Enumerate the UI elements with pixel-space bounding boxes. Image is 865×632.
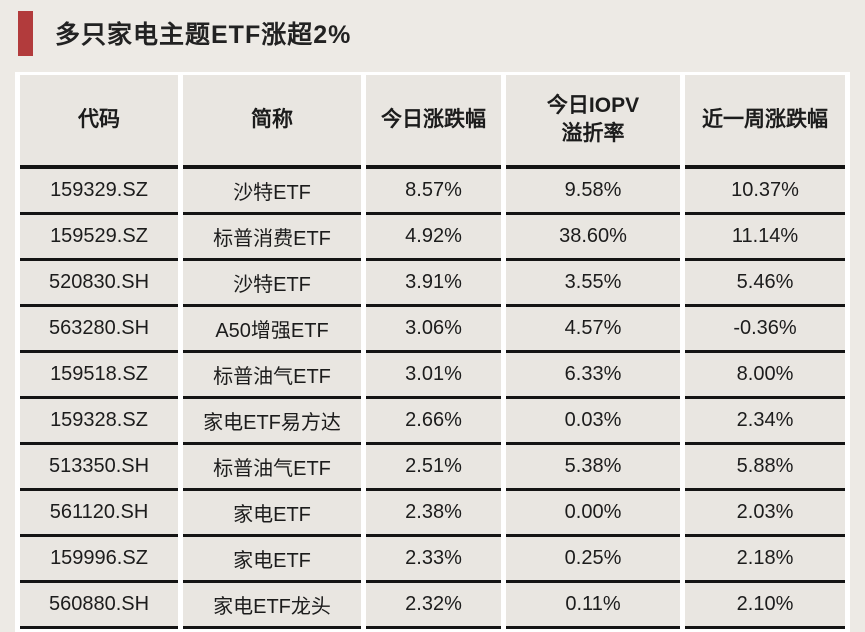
cell-name: 家电ETF易方达 — [183, 399, 361, 445]
cell-name: 家电ETF龙头 — [183, 583, 361, 629]
cell-iopv-premium: 5.38% — [506, 445, 680, 491]
cell-week-change: 11.14% — [685, 215, 845, 261]
cell-week-change: 2.03% — [685, 491, 845, 537]
cell-code: 513350.SH — [20, 445, 178, 491]
cell-week-change: -0.36% — [685, 307, 845, 353]
cell-code: 561120.SH — [20, 491, 178, 537]
column-header-iopv-premium: 今日IOPV 溢折率 — [506, 75, 680, 169]
table-row: 159328.SZ 家电ETF易方达 2.66% 0.03% 2.34% — [20, 399, 845, 445]
cell-today-change: 3.91% — [366, 261, 501, 307]
cell-today-change: 4.92% — [366, 215, 501, 261]
cell-today-change: 8.57% — [366, 169, 501, 215]
cell-iopv-premium: 4.57% — [506, 307, 680, 353]
cell-name: 标普消费ETF — [183, 215, 361, 261]
table-row: 561120.SH 家电ETF 2.38% 0.00% 2.03% — [20, 491, 845, 537]
cell-iopv-premium: 9.58% — [506, 169, 680, 215]
page-header: 多只家电主题ETF涨超2% — [0, 0, 865, 57]
cell-name: 标普油气ETF — [183, 445, 361, 491]
table-row: 159518.SZ 标普油气ETF 3.01% 6.33% 8.00% — [20, 353, 845, 399]
cell-name: 沙特ETF — [183, 261, 361, 307]
cell-week-change: 5.88% — [685, 445, 845, 491]
table-row: 563280.SH A50增强ETF 3.06% 4.57% -0.36% — [20, 307, 845, 353]
cell-today-change: 3.06% — [366, 307, 501, 353]
cell-name: 家电ETF — [183, 537, 361, 583]
title-accent-bar — [18, 10, 33, 56]
column-header-code: 代码 — [20, 75, 178, 169]
table-row: 159996.SZ 家电ETF 2.33% 0.25% 2.18% — [20, 537, 845, 583]
cell-name: A50增强ETF — [183, 307, 361, 353]
etf-table: 代码 简称 今日涨跌幅 今日IOPV 溢折率 近一周涨跌幅 159329.SZ 沙… — [15, 75, 850, 629]
cell-today-change: 3.01% — [366, 353, 501, 399]
cell-code: 563280.SH — [20, 307, 178, 353]
table-header-row: 代码 简称 今日涨跌幅 今日IOPV 溢折率 近一周涨跌幅 — [20, 75, 845, 169]
column-header-today-change: 今日涨跌幅 — [366, 75, 501, 169]
cell-today-change: 2.66% — [366, 399, 501, 445]
page-title: 多只家电主题ETF涨超2% — [55, 21, 352, 49]
cell-iopv-premium: 3.55% — [506, 261, 680, 307]
cell-today-change: 2.51% — [366, 445, 501, 491]
cell-code: 159329.SZ — [20, 169, 178, 215]
etf-table-panel: 代码 简称 今日涨跌幅 今日IOPV 溢折率 近一周涨跌幅 159329.SZ 沙… — [15, 72, 850, 632]
column-header-week-change: 近一周涨跌幅 — [685, 75, 845, 169]
cell-name: 沙特ETF — [183, 169, 361, 215]
cell-code: 560880.SH — [20, 583, 178, 629]
table-row: 159529.SZ 标普消费ETF 4.92% 38.60% 11.14% — [20, 215, 845, 261]
cell-iopv-premium: 0.25% — [506, 537, 680, 583]
cell-week-change: 5.46% — [685, 261, 845, 307]
cell-iopv-premium: 6.33% — [506, 353, 680, 399]
cell-code: 159518.SZ — [20, 353, 178, 399]
table-body: 159329.SZ 沙特ETF 8.57% 9.58% 10.37% 159529.SZ 标… — [20, 169, 845, 629]
table-row: 159329.SZ 沙特ETF 8.57% 9.58% 10.37% — [20, 169, 845, 215]
cell-iopv-premium: 0.03% — [506, 399, 680, 445]
cell-week-change: 2.10% — [685, 583, 845, 629]
cell-week-change: 10.37% — [685, 169, 845, 215]
cell-today-change: 2.33% — [366, 537, 501, 583]
cell-code: 159529.SZ — [20, 215, 178, 261]
cell-iopv-premium: 0.11% — [506, 583, 680, 629]
table-row: 513350.SH 标普油气ETF 2.51% 5.38% 5.88% — [20, 445, 845, 491]
cell-week-change: 2.18% — [685, 537, 845, 583]
table-row: 520830.SH 沙特ETF 3.91% 3.55% 5.46% — [20, 261, 845, 307]
table-row: 560880.SH 家电ETF龙头 2.32% 0.11% 2.10% — [20, 583, 845, 629]
cell-code: 159996.SZ — [20, 537, 178, 583]
cell-iopv-premium: 38.60% — [506, 215, 680, 261]
cell-name: 家电ETF — [183, 491, 361, 537]
cell-iopv-premium: 0.00% — [506, 491, 680, 537]
cell-code: 520830.SH — [20, 261, 178, 307]
cell-week-change: 2.34% — [685, 399, 845, 445]
cell-today-change: 2.32% — [366, 583, 501, 629]
cell-name: 标普油气ETF — [183, 353, 361, 399]
cell-code: 159328.SZ — [20, 399, 178, 445]
column-header-name: 简称 — [183, 75, 361, 169]
cell-today-change: 2.38% — [366, 491, 501, 537]
cell-week-change: 8.00% — [685, 353, 845, 399]
